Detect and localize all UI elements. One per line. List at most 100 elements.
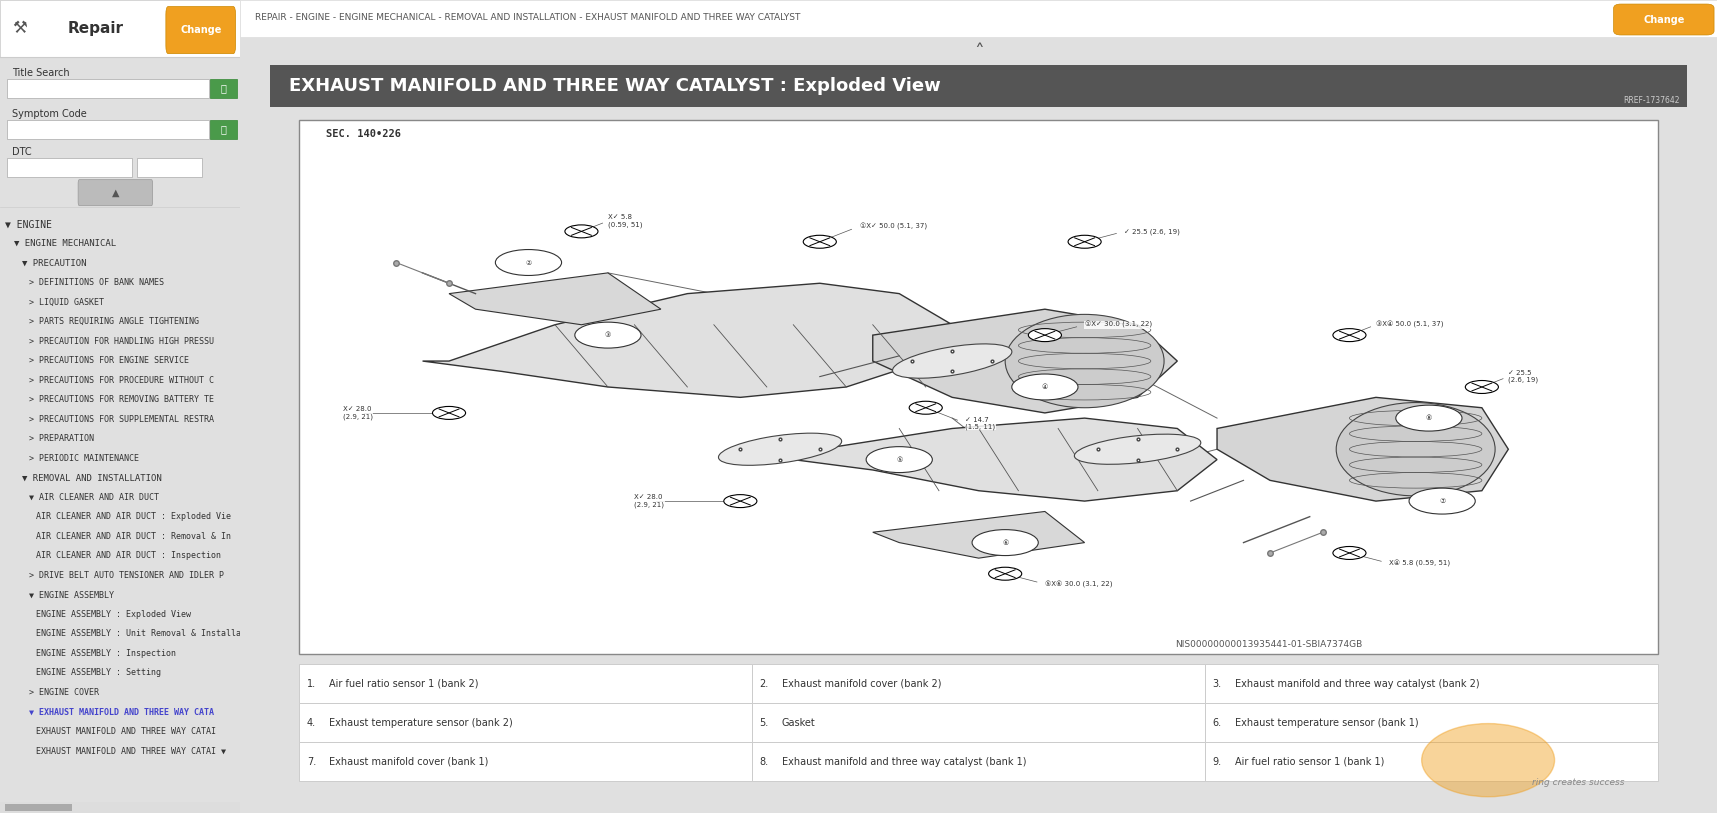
Ellipse shape — [1004, 315, 1164, 408]
Bar — [1205, 664, 1659, 703]
Ellipse shape — [989, 567, 1022, 580]
Text: > LIQUID GASKET: > LIQUID GASKET — [29, 298, 103, 307]
Ellipse shape — [725, 494, 757, 507]
Ellipse shape — [1068, 235, 1101, 248]
Text: REPAIR - ENGINE - ENGINE MECHANICAL - REMOVAL AND INSTALLATION - EXHAUST MANIFOL: REPAIR - ENGINE - ENGINE MECHANICAL - RE… — [256, 13, 800, 23]
Text: ▼ REMOVAL AND INSTALLATION: ▼ REMOVAL AND INSTALLATION — [22, 473, 161, 482]
Bar — [299, 703, 752, 742]
Text: ⑦: ⑦ — [1439, 498, 1446, 504]
Bar — [5, 804, 72, 811]
Text: ⌕: ⌕ — [220, 124, 227, 134]
Text: Exhaust manifold and three way catalyst (bank 2): Exhaust manifold and three way catalyst … — [1235, 679, 1480, 689]
Text: ✓ 25.5 (2.6, 19): ✓ 25.5 (2.6, 19) — [1125, 228, 1180, 235]
Bar — [7, 158, 132, 177]
Text: > PARTS REQUIRING ANGLE TIGHTENING: > PARTS REQUIRING ANGLE TIGHTENING — [29, 317, 199, 326]
Text: 1.: 1. — [307, 679, 316, 689]
Text: ⚒: ⚒ — [12, 20, 27, 37]
Text: 7.: 7. — [307, 757, 316, 767]
Text: ④: ④ — [1042, 384, 1047, 390]
Text: ✓ 25.5
(2.6, 19): ✓ 25.5 (2.6, 19) — [1508, 370, 1538, 384]
Text: X④ 5.8 (0.59, 51): X④ 5.8 (0.59, 51) — [1389, 560, 1451, 567]
Text: ⌕: ⌕ — [220, 84, 227, 93]
Text: EXHAUST MANIFOLD AND THREE WAY CATAI ▼: EXHAUST MANIFOLD AND THREE WAY CATAI ▼ — [36, 746, 227, 755]
Text: 2.: 2. — [759, 679, 769, 689]
Text: ▼ ENGINE ASSEMBLY: ▼ ENGINE ASSEMBLY — [29, 590, 113, 599]
Polygon shape — [1217, 398, 1508, 501]
Bar — [0, 0, 240, 57]
Text: Repair: Repair — [67, 21, 124, 36]
Bar — [752, 703, 1205, 742]
Text: Air fuel ratio sensor 1 (bank 1): Air fuel ratio sensor 1 (bank 1) — [1235, 757, 1384, 767]
FancyBboxPatch shape — [1614, 4, 1714, 35]
Text: ⑧: ⑧ — [1425, 415, 1432, 421]
FancyBboxPatch shape — [79, 180, 153, 206]
Ellipse shape — [1332, 328, 1367, 341]
Ellipse shape — [1028, 328, 1061, 341]
Text: > DRIVE BELT AUTO TENSIONER AND IDLER P: > DRIVE BELT AUTO TENSIONER AND IDLER P — [29, 571, 223, 580]
Polygon shape — [422, 283, 953, 398]
Text: Exhaust temperature sensor (bank 2): Exhaust temperature sensor (bank 2) — [330, 718, 513, 728]
Text: Exhaust manifold cover (bank 1): Exhaust manifold cover (bank 1) — [330, 757, 488, 767]
Bar — [299, 664, 752, 703]
Text: NIS00000000013935441-01-SBIA7374GB: NIS00000000013935441-01-SBIA7374GB — [1176, 640, 1363, 650]
Text: ✓ 14.7
(1.5, 11): ✓ 14.7 (1.5, 11) — [965, 416, 996, 430]
Polygon shape — [450, 273, 661, 324]
Polygon shape — [793, 418, 1217, 501]
Bar — [299, 120, 1659, 654]
Text: DTC: DTC — [12, 147, 31, 157]
Text: Air fuel ratio sensor 1 (bank 2): Air fuel ratio sensor 1 (bank 2) — [330, 679, 479, 689]
Bar — [0, 802, 240, 813]
Text: ▼ PRECAUTION: ▼ PRECAUTION — [22, 259, 86, 267]
Text: EXHAUST MANIFOLD AND THREE WAY CATAI: EXHAUST MANIFOLD AND THREE WAY CATAI — [36, 727, 216, 736]
Text: X✓ 28.0
(2.9, 21): X✓ 28.0 (2.9, 21) — [634, 494, 664, 508]
Text: > PRECAUTIONS FOR ENGINE SERVICE: > PRECAUTIONS FOR ENGINE SERVICE — [29, 356, 189, 365]
Ellipse shape — [804, 235, 836, 248]
Text: 8.: 8. — [759, 757, 769, 767]
Ellipse shape — [1410, 488, 1475, 514]
Ellipse shape — [865, 446, 932, 472]
Text: ˄: ˄ — [974, 43, 984, 63]
Text: > PREPARATION: > PREPARATION — [29, 434, 94, 443]
Text: ①X✓ 50.0 (5.1, 37): ①X✓ 50.0 (5.1, 37) — [860, 223, 927, 230]
Ellipse shape — [718, 433, 841, 465]
Text: RREF-1737642: RREF-1737642 — [1624, 96, 1679, 106]
Text: AIR CLEANER AND AIR DUCT : Exploded Vie: AIR CLEANER AND AIR DUCT : Exploded Vie — [36, 512, 232, 521]
Bar — [299, 742, 752, 781]
Bar — [209, 79, 237, 98]
Ellipse shape — [575, 322, 640, 348]
Ellipse shape — [1465, 380, 1499, 393]
Ellipse shape — [1396, 405, 1461, 431]
Text: ENGINE ASSEMBLY : Setting: ENGINE ASSEMBLY : Setting — [36, 668, 161, 677]
FancyBboxPatch shape — [167, 7, 235, 54]
Text: Exhaust manifold cover (bank 2): Exhaust manifold cover (bank 2) — [781, 679, 941, 689]
Text: ▲: ▲ — [112, 188, 118, 198]
Text: 3.: 3. — [1212, 679, 1221, 689]
Text: AIR CLEANER AND AIR DUCT : Inspection: AIR CLEANER AND AIR DUCT : Inspection — [36, 551, 221, 560]
Text: > PRECAUTIONS FOR PROCEDURE WITHOUT C: > PRECAUTIONS FOR PROCEDURE WITHOUT C — [29, 376, 215, 385]
Text: EXHAUST MANIFOLD AND THREE WAY CATALYST : Exploded View: EXHAUST MANIFOLD AND THREE WAY CATALYST … — [288, 77, 941, 95]
Ellipse shape — [910, 402, 943, 414]
Text: 5.: 5. — [759, 718, 769, 728]
Ellipse shape — [565, 225, 598, 238]
Text: ENGINE ASSEMBLY : Unit Removal & Installa: ENGINE ASSEMBLY : Unit Removal & Install… — [36, 629, 240, 638]
Text: > PRECAUTIONS FOR REMOVING BATTERY TE: > PRECAUTIONS FOR REMOVING BATTERY TE — [29, 395, 215, 404]
Circle shape — [1422, 724, 1554, 797]
Bar — [240, 0, 1717, 37]
Ellipse shape — [1336, 402, 1496, 496]
Text: Title Search: Title Search — [12, 68, 70, 78]
Bar — [137, 158, 203, 177]
Text: ①X✓ 30.0 (3.1, 22): ①X✓ 30.0 (3.1, 22) — [1085, 321, 1152, 328]
Text: > DEFINITIONS OF BANK NAMES: > DEFINITIONS OF BANK NAMES — [29, 278, 163, 287]
Text: > PERIODIC MAINTENANCE: > PERIODIC MAINTENANCE — [29, 454, 139, 463]
Text: ▼ EXHAUST MANIFOLD AND THREE WAY CATA: ▼ EXHAUST MANIFOLD AND THREE WAY CATA — [29, 707, 215, 716]
Text: ⑤: ⑤ — [896, 457, 903, 463]
Text: ENGINE ASSEMBLY : Inspection: ENGINE ASSEMBLY : Inspection — [36, 649, 177, 658]
Text: > PRECAUTIONS FOR SUPPLEMENTAL RESTRA: > PRECAUTIONS FOR SUPPLEMENTAL RESTRA — [29, 415, 215, 424]
Polygon shape — [872, 309, 1178, 413]
Text: X✓ 28.0
(2.9, 21): X✓ 28.0 (2.9, 21) — [343, 406, 373, 420]
Text: 6.: 6. — [1212, 718, 1221, 728]
Polygon shape — [872, 511, 1085, 559]
Text: SEC. 140•226: SEC. 140•226 — [326, 129, 402, 139]
Text: ②: ② — [525, 259, 532, 266]
Text: Exhaust temperature sensor (bank 1): Exhaust temperature sensor (bank 1) — [1235, 718, 1418, 728]
